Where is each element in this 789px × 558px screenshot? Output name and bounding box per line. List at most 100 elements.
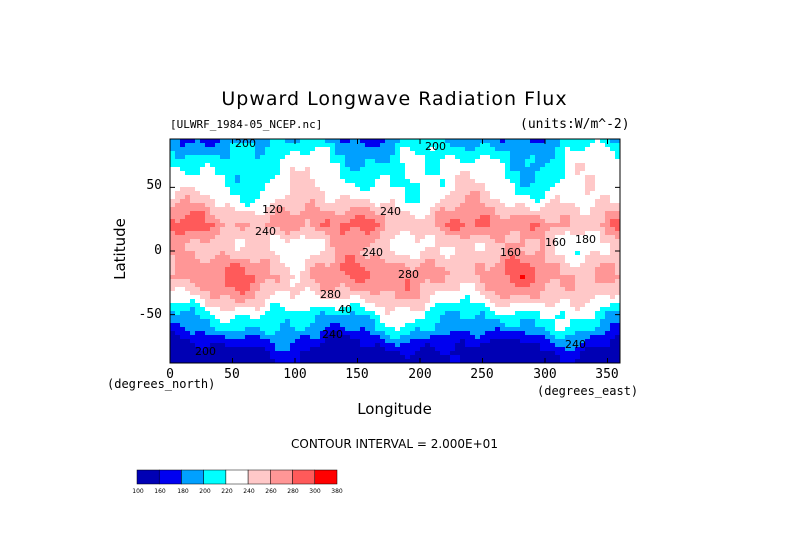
heatmap-cell	[415, 303, 421, 308]
heatmap-cell	[485, 303, 491, 308]
heatmap-cell	[220, 303, 226, 308]
heatmap-cell	[170, 255, 176, 260]
heatmap-cell	[265, 295, 271, 300]
heatmap-cell	[290, 327, 296, 332]
heatmap-cell	[320, 175, 326, 180]
heatmap-cell	[315, 327, 321, 332]
heatmap-cell	[585, 263, 591, 268]
heatmap-cell	[490, 227, 496, 232]
heatmap-cell	[565, 207, 571, 212]
heatmap-cell	[405, 351, 411, 356]
heatmap-cell	[185, 207, 191, 212]
heatmap-cell	[360, 327, 366, 332]
heatmap-cell	[195, 259, 201, 264]
heatmap-cell	[270, 291, 276, 296]
heatmap-cell	[455, 207, 461, 212]
heatmap-cell	[500, 235, 506, 240]
heatmap-cell	[285, 283, 291, 288]
heatmap-cell	[535, 179, 541, 184]
heatmap-cell	[390, 251, 396, 256]
heatmap-cell	[190, 323, 196, 328]
heatmap-cell	[260, 255, 266, 260]
heatmap-cell	[575, 183, 581, 188]
heatmap-cell	[260, 335, 266, 340]
heatmap-cell	[580, 295, 586, 300]
heatmap-cell	[330, 343, 336, 348]
heatmap-cell	[375, 207, 381, 212]
heatmap-cell	[450, 271, 456, 276]
heatmap-cell	[280, 187, 286, 192]
heatmap-cell	[380, 223, 386, 228]
heatmap-cell	[255, 223, 261, 228]
heatmap-cell	[195, 183, 201, 188]
heatmap-cell	[205, 299, 211, 304]
heatmap-cell	[170, 159, 176, 164]
heatmap-cell	[325, 195, 331, 200]
heatmap-cell	[370, 263, 376, 268]
heatmap-cell	[240, 335, 246, 340]
heatmap-cell	[270, 203, 276, 208]
heatmap-cell	[425, 307, 431, 312]
heatmap-cell	[280, 247, 286, 252]
heatmap-cell	[460, 351, 466, 356]
heatmap-cell	[170, 307, 176, 312]
heatmap-cell	[330, 215, 336, 220]
heatmap-cell	[600, 143, 606, 148]
heatmap-cell	[340, 179, 346, 184]
heatmap-cell	[415, 275, 421, 280]
heatmap-cell	[480, 207, 486, 212]
heatmap-cell	[340, 227, 346, 232]
heatmap-cell	[490, 171, 496, 176]
heatmap-cell	[505, 207, 511, 212]
heatmap-cell	[315, 271, 321, 276]
heatmap-cell	[560, 259, 566, 264]
heatmap-cell	[470, 219, 476, 224]
heatmap-cell	[275, 303, 281, 308]
heatmap-cell	[440, 219, 446, 224]
heatmap-cell	[600, 235, 606, 240]
heatmap-cell	[590, 271, 596, 276]
heatmap-cell	[425, 339, 431, 344]
heatmap-cell	[380, 215, 386, 220]
heatmap-cell	[250, 175, 256, 180]
heatmap-cell	[215, 239, 221, 244]
heatmap-cell	[190, 203, 196, 208]
heatmap-cell	[320, 159, 326, 164]
heatmap-cell	[390, 255, 396, 260]
heatmap-cell	[255, 175, 261, 180]
heatmap-cell	[515, 183, 521, 188]
heatmap-cell	[550, 199, 556, 204]
heatmap-cell	[515, 179, 521, 184]
heatmap-cell	[525, 303, 531, 308]
heatmap-cell	[355, 263, 361, 268]
heatmap-cell	[345, 187, 351, 192]
heatmap-cell	[380, 235, 386, 240]
heatmap-cell	[410, 191, 416, 196]
heatmap-cell	[320, 215, 326, 220]
heatmap-cell	[360, 167, 366, 172]
heatmap-cell	[390, 291, 396, 296]
heatmap-cell	[515, 223, 521, 228]
heatmap-cell	[190, 143, 196, 148]
heatmap-cell	[480, 215, 486, 220]
heatmap-cell	[305, 151, 311, 156]
heatmap-cell	[555, 151, 561, 156]
heatmap-cell	[245, 187, 251, 192]
heatmap-cell	[230, 179, 236, 184]
heatmap-cell	[295, 175, 301, 180]
heatmap-cell	[235, 219, 241, 224]
heatmap-cell	[380, 175, 386, 180]
heatmap-cell	[185, 327, 191, 332]
heatmap-cell	[255, 171, 261, 176]
heatmap-cell	[485, 199, 491, 204]
heatmap-cell	[495, 159, 501, 164]
heatmap-cell	[330, 351, 336, 356]
heatmap-cell	[530, 331, 536, 336]
heatmap-cell	[315, 143, 321, 148]
heatmap-cell	[450, 195, 456, 200]
heatmap-cell	[370, 187, 376, 192]
heatmap-cell	[555, 307, 561, 312]
heatmap-cell	[345, 287, 351, 292]
heatmap-cell	[590, 347, 596, 352]
heatmap-cell	[340, 247, 346, 252]
